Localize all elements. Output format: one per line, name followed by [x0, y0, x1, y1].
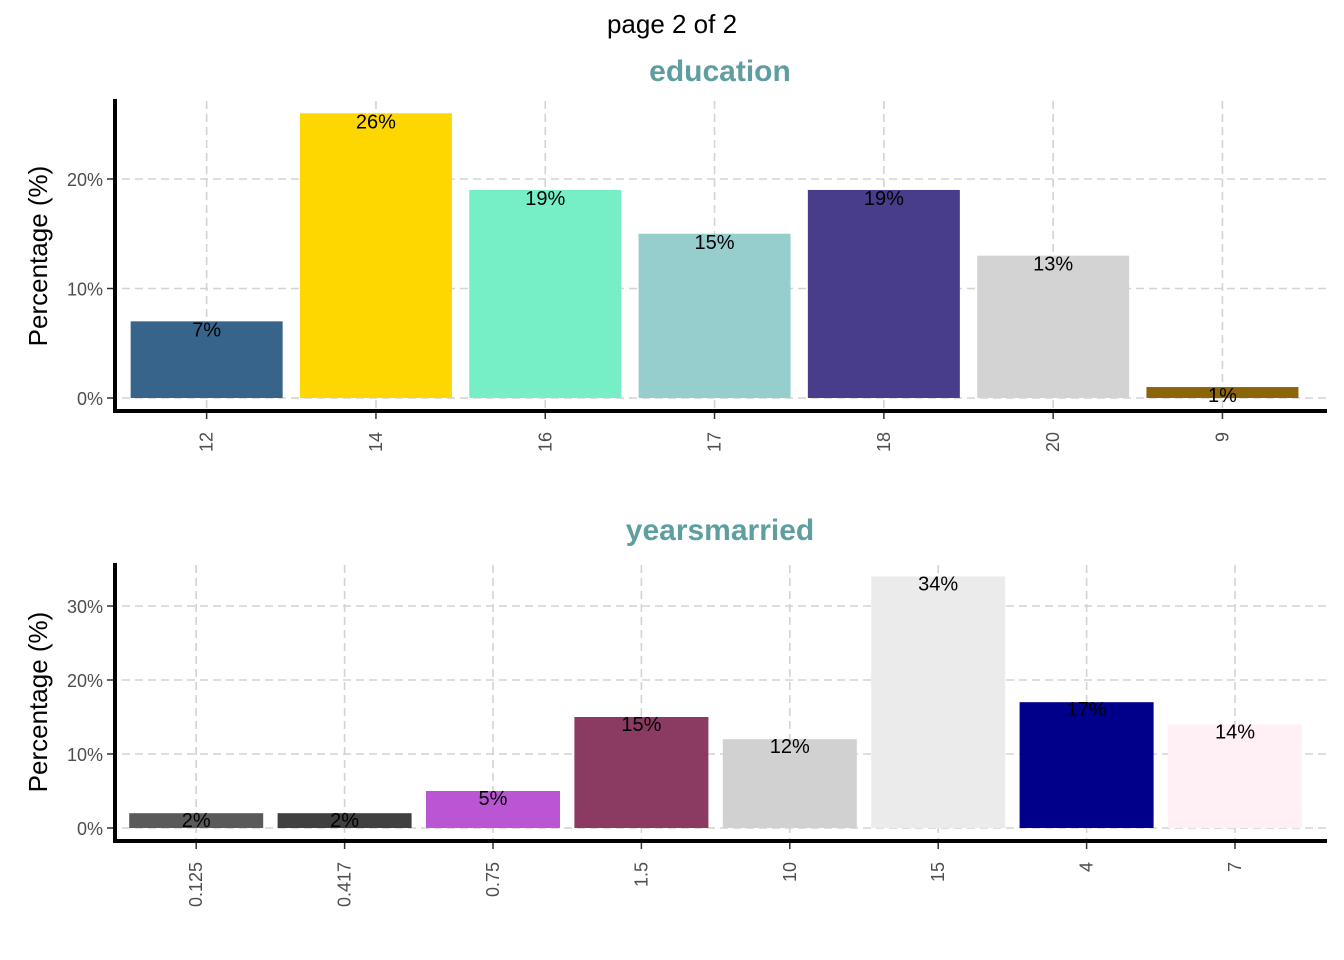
page-title: page 2 of 2 [607, 9, 737, 39]
x-tick-label: 20 [1043, 432, 1063, 452]
bar-10 [722, 739, 857, 828]
x-tick-label: 4 [1077, 862, 1097, 872]
bar-value-label: 2% [182, 810, 211, 832]
x-tick-label: 0.75 [483, 862, 503, 897]
bar-value-label: 7% [192, 319, 221, 341]
x-tick-label: 9 [1212, 432, 1232, 442]
y-tick-label: 0% [77, 389, 103, 409]
y-tick-label: 30% [67, 597, 103, 617]
y-tick-label: 20% [67, 170, 103, 190]
bar-0.417 [277, 813, 412, 828]
y-axis-title: Percentage (%) [23, 612, 53, 793]
bar-4 [1019, 702, 1154, 828]
x-tick-label: 14 [366, 432, 386, 452]
bar-16 [469, 189, 622, 398]
bar-0.75 [426, 791, 560, 828]
x-tick-label: 10 [780, 862, 800, 882]
bar-value-label: 17% [1067, 699, 1107, 721]
yearsmarried-panel: yearsmarried 2% 2% 5% 15% 12% 34% 17% 14% 0% 10% 20… [23, 514, 1327, 907]
bar-value-label: 13% [1033, 254, 1073, 276]
bar-17 [638, 233, 791, 398]
bar-value-label: 19% [864, 188, 904, 210]
bar-value-label: 26% [356, 111, 396, 133]
y-tick-label: 10% [67, 745, 103, 765]
x-tick-label: 1.5 [631, 862, 651, 887]
bar-value-label: 2% [330, 810, 359, 832]
x-tick-label: 15 [928, 862, 948, 882]
bar-1.5 [574, 717, 709, 828]
bar-value-label: 19% [525, 188, 565, 210]
panel-title: yearsmarried [626, 514, 814, 547]
bar-value-label: 15% [695, 232, 735, 254]
bar-0.125 [129, 813, 264, 828]
bar-value-label: 34% [918, 573, 958, 595]
x-tick-label: 17 [705, 432, 725, 452]
bar-7 [1168, 724, 1302, 828]
x-tick-label: 18 [874, 432, 894, 452]
bar-value-label: 15% [621, 714, 661, 736]
education-panel: education 7% 26% 19% 15% 19% 13% 1% 0% 10% 20% 12 14… [23, 55, 1327, 452]
x-tick-label: 16 [535, 432, 555, 452]
bar-14 [299, 113, 452, 399]
panel-title: education [649, 55, 791, 88]
bar-12 [130, 321, 283, 398]
bar-value-label: 12% [770, 736, 810, 758]
bar-15 [871, 576, 1006, 828]
y-tick-label: 0% [77, 819, 103, 839]
x-tick-label: 0.125 [186, 862, 206, 907]
bar-18 [807, 189, 960, 398]
bar-value-label: 14% [1215, 721, 1255, 743]
bar-value-label: 1% [1208, 385, 1237, 407]
x-tick-label: 12 [197, 432, 217, 452]
x-tick-label: 7 [1225, 862, 1245, 872]
bar-value-label: 5% [479, 788, 508, 810]
bar-20 [977, 255, 1130, 398]
bar-9 [1146, 387, 1299, 398]
y-axis-title: Percentage (%) [23, 166, 53, 347]
x-tick-label: 0.417 [335, 862, 355, 907]
y-tick-label: 10% [67, 280, 103, 300]
y-tick-label: 20% [67, 671, 103, 691]
